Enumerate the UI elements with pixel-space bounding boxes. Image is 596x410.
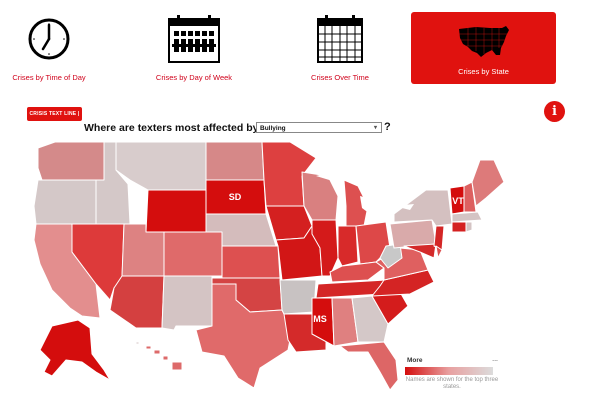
state-ga[interactable] (351, 295, 389, 343)
nav-time-of-day[interactable]: Crises by Time of Day (10, 12, 88, 84)
great-lakes (316, 170, 414, 220)
state-ar[interactable] (279, 279, 317, 315)
chevron-down-icon: ▾ (373, 125, 377, 131)
map-legend: More ... Names are shown for the top thr… (404, 356, 500, 396)
us-state-map: SD VT MS (33, 141, 505, 391)
state-ky[interactable] (329, 261, 385, 283)
state-ny[interactable] (393, 189, 453, 227)
nav-label: Crises by State (458, 67, 509, 76)
state-ct[interactable] (451, 221, 467, 233)
nav-label: Crises by Day of Week (155, 73, 233, 82)
state-label-vt: VT (452, 196, 464, 206)
issue-select-value: Bullying (260, 125, 286, 132)
question-mark: ? (384, 121, 391, 133)
state-tx[interactable] (195, 283, 293, 389)
issue-select[interactable]: Bullying ▾ (256, 122, 382, 133)
state-islands (135, 341, 140, 345)
state-ut[interactable] (121, 223, 165, 277)
legend-more-label: More (407, 357, 423, 364)
nav-day-of-week[interactable]: Crises by Day of Week (152, 12, 236, 84)
state-in[interactable] (337, 225, 359, 267)
state-wa[interactable] (37, 141, 105, 181)
us-map-icon (459, 26, 509, 57)
nav-by-state[interactable]: Crises by State (411, 12, 556, 84)
state-md[interactable] (403, 243, 437, 259)
state-wy[interactable] (145, 189, 207, 233)
state-il[interactable] (311, 219, 339, 277)
state-or[interactable] (33, 179, 97, 225)
state-de[interactable] (435, 245, 443, 259)
state-nd[interactable] (205, 141, 265, 181)
question-text: Where are texters most affected by (84, 122, 259, 134)
state-nj[interactable] (433, 225, 445, 251)
info-button[interactable]: i (544, 101, 565, 122)
state-mt[interactable] (115, 141, 207, 191)
state-pa[interactable] (389, 219, 437, 249)
view-nav: Crises by Time of Day Crises by Day of W… (0, 12, 596, 86)
state-label-sd: SD (229, 192, 242, 202)
crisis-text-line-logo[interactable]: CRISIS TEXT LINE | (27, 107, 82, 121)
nav-over-time[interactable]: Crises Over Time (302, 12, 378, 84)
state-me[interactable] (471, 159, 505, 207)
clock-icon (28, 18, 70, 60)
nav-label: Crises by Time of Day (12, 73, 86, 82)
state-fl[interactable] (339, 341, 399, 391)
state-nm[interactable] (161, 275, 213, 331)
legend-note: Names are shown for the top three states… (405, 377, 499, 390)
nav-label: Crises Over Time (311, 73, 369, 82)
state-co[interactable] (163, 231, 223, 277)
state-ri[interactable] (465, 221, 473, 233)
state-ma[interactable] (451, 211, 483, 223)
state-ak[interactable] (39, 319, 111, 381)
state-hi[interactable] (145, 345, 183, 371)
legend-gradient (405, 367, 493, 375)
calendar-icon (317, 15, 363, 63)
state-ks[interactable] (221, 245, 281, 279)
calendar-week-icon (168, 15, 220, 63)
state-az[interactable] (109, 275, 165, 329)
legend-less-label: ... (492, 356, 498, 363)
state-label-ms: MS (313, 314, 327, 324)
